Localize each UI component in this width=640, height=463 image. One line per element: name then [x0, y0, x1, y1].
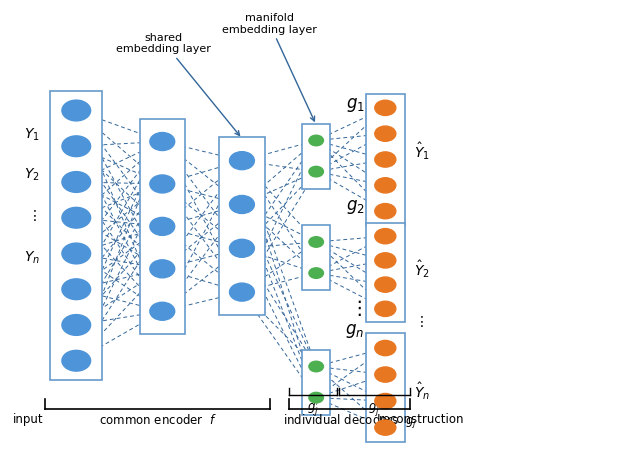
Circle shape	[375, 153, 396, 168]
Circle shape	[375, 204, 396, 219]
Circle shape	[230, 283, 254, 301]
FancyBboxPatch shape	[302, 225, 330, 290]
Circle shape	[375, 420, 396, 435]
FancyBboxPatch shape	[366, 94, 404, 226]
Circle shape	[375, 301, 396, 317]
Circle shape	[375, 277, 396, 293]
Text: $Y_2$: $Y_2$	[24, 166, 40, 182]
Circle shape	[309, 237, 323, 248]
Circle shape	[309, 362, 323, 372]
FancyBboxPatch shape	[302, 124, 330, 189]
Circle shape	[62, 350, 91, 371]
Circle shape	[62, 315, 91, 336]
Text: $g_j'$: $g_j'$	[307, 397, 319, 417]
Circle shape	[150, 260, 175, 278]
Circle shape	[375, 101, 396, 116]
Circle shape	[150, 218, 175, 236]
Circle shape	[62, 279, 91, 300]
Circle shape	[375, 341, 396, 356]
Text: $\vdots$: $\vdots$	[349, 297, 362, 318]
Text: input: input	[13, 413, 44, 425]
Circle shape	[62, 244, 91, 264]
FancyBboxPatch shape	[302, 350, 330, 415]
Circle shape	[150, 175, 175, 194]
Circle shape	[375, 229, 396, 244]
Text: $\vdots$: $\vdots$	[414, 314, 424, 329]
Circle shape	[309, 167, 323, 177]
Circle shape	[375, 127, 396, 142]
Circle shape	[230, 152, 254, 170]
Circle shape	[62, 172, 91, 193]
Circle shape	[375, 178, 396, 194]
FancyBboxPatch shape	[51, 92, 102, 380]
FancyBboxPatch shape	[366, 334, 404, 442]
Text: individual decoders  $g_j$: individual decoders $g_j$	[283, 413, 417, 430]
Circle shape	[375, 394, 396, 409]
FancyBboxPatch shape	[366, 223, 404, 323]
Circle shape	[375, 253, 396, 269]
Circle shape	[150, 133, 175, 151]
Circle shape	[62, 101, 91, 122]
Text: $g_n$: $g_n$	[346, 322, 365, 340]
Circle shape	[62, 137, 91, 157]
Circle shape	[309, 268, 323, 279]
Text: $\vdots$: $\vdots$	[27, 208, 37, 223]
Circle shape	[309, 393, 323, 403]
Text: $g_2$: $g_2$	[346, 197, 364, 215]
Text: $g_j''$: $g_j''$	[367, 397, 382, 417]
Text: shared
embedding layer: shared embedding layer	[116, 33, 239, 136]
Circle shape	[230, 240, 254, 258]
Text: $Y_n$: $Y_n$	[24, 249, 40, 265]
Text: reconstruction: reconstruction	[380, 413, 465, 425]
Text: $\hat{Y}_2$: $\hat{Y}_2$	[414, 257, 430, 279]
Text: $\hat{Y}_1$: $\hat{Y}_1$	[414, 140, 430, 162]
FancyBboxPatch shape	[140, 119, 185, 334]
FancyBboxPatch shape	[220, 138, 264, 316]
Circle shape	[375, 367, 396, 382]
Text: manifold
embedding layer: manifold embedding layer	[221, 13, 316, 122]
Circle shape	[309, 136, 323, 146]
Circle shape	[62, 208, 91, 229]
Text: $\hat{Y}_n$: $\hat{Y}_n$	[414, 380, 431, 401]
Circle shape	[230, 196, 254, 214]
Text: $g_1$: $g_1$	[346, 96, 365, 114]
Text: $Y_1$: $Y_1$	[24, 127, 40, 143]
Circle shape	[150, 303, 175, 320]
Text: common encoder  $f$: common encoder $f$	[99, 413, 216, 426]
